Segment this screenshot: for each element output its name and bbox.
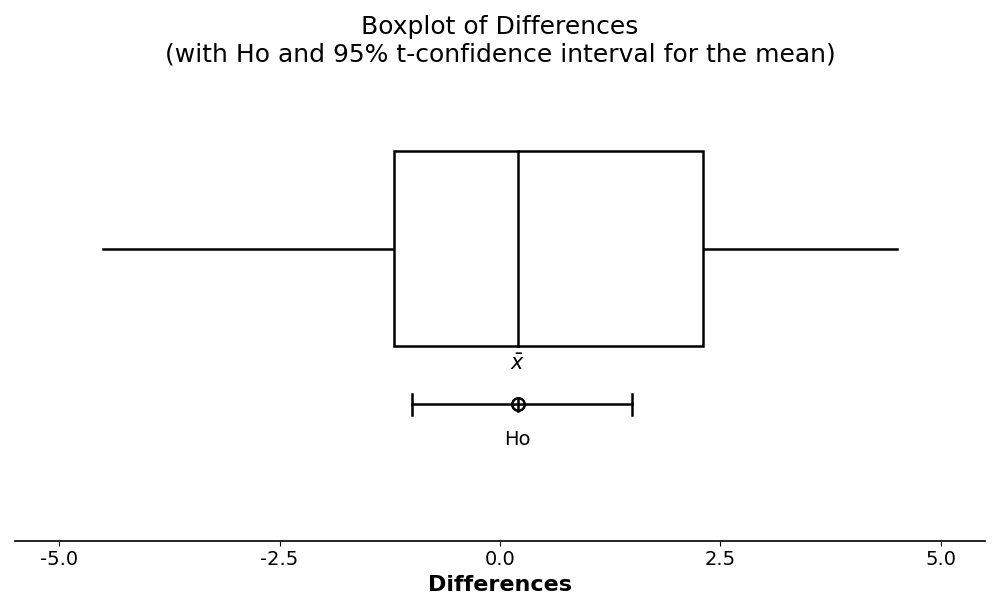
X-axis label: Differences: Differences xyxy=(428,575,572,595)
Bar xyxy=(394,151,703,346)
Text: $\bar{x}$: $\bar{x}$ xyxy=(510,354,525,374)
Text: Ho: Ho xyxy=(504,431,531,450)
Title: Boxplot of Differences
(with Ho and 95% t-confidence interval for the mean): Boxplot of Differences (with Ho and 95% … xyxy=(165,15,835,67)
